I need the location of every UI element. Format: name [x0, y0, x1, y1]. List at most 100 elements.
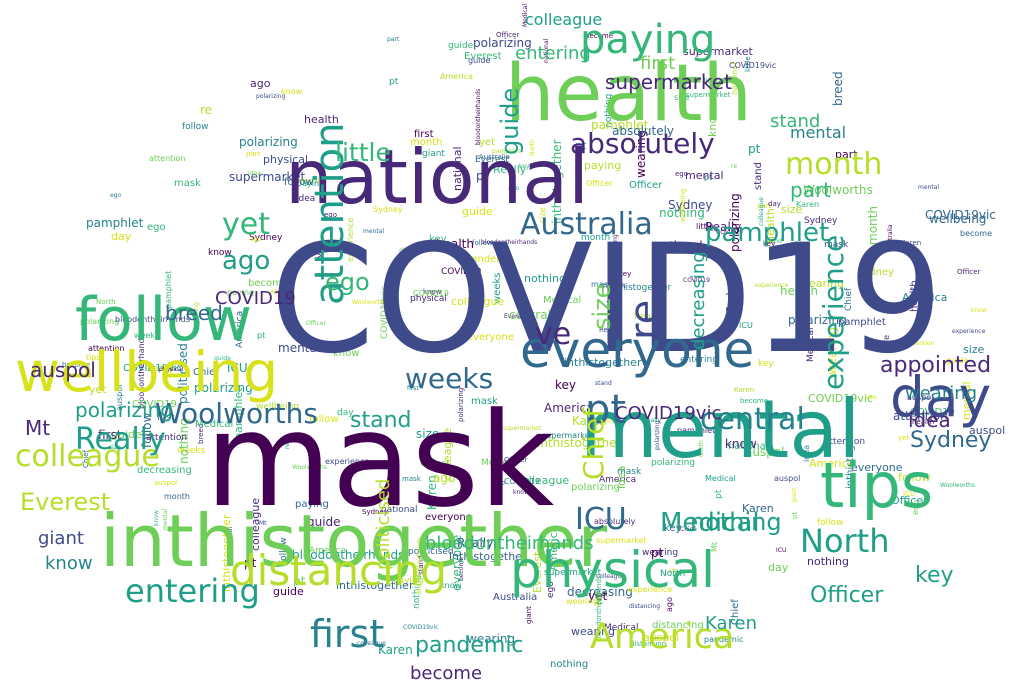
cloud-word-stand-42: stand [350, 408, 412, 433]
filler-word-tips-169: tips [86, 353, 101, 362]
filler-word-icu-91: ICU [903, 490, 916, 498]
cloud-word-ego-54: ego [325, 268, 370, 296]
filler-word-month-31: month [581, 233, 611, 243]
filler-word-covid19-55: COVID19 [683, 277, 710, 284]
filler-word-pamphlet-270: pamphlet [838, 317, 886, 328]
filler-word-first-307: first [98, 428, 122, 442]
filler-word-everest-175: Everest [504, 313, 527, 320]
filler-word-polarizing-19: polarizing [651, 458, 696, 468]
filler-word-supermarket-264: supermarket [544, 568, 602, 578]
filler-word-giant-58: giant [525, 606, 533, 624]
filler-word-pamphlet-334: pamphlet [677, 426, 716, 435]
filler-word-know-144: know [208, 248, 232, 258]
filler-word-colleague-75: colleague [451, 295, 505, 308]
filler-word-sydney-23: Sydney [804, 216, 838, 226]
filler-word-nothing-146: nothing [524, 272, 566, 285]
filler-word-covid19-292: COVID19 [132, 399, 177, 410]
filler-word-officer-275: Officer [306, 320, 326, 327]
filler-word-mask-285: mask [174, 178, 201, 189]
filler-word-officer-120: Officer [957, 268, 981, 276]
cloud-word-mt-48: Mt [25, 416, 51, 440]
filler-word-north-210: North [96, 298, 116, 306]
filler-word-colleague-18: colleague [596, 573, 625, 580]
filler-word-mental-73: mental [363, 228, 385, 235]
filler-word-north-266: North [660, 569, 686, 579]
cloud-word-breed-55: breed [165, 301, 223, 325]
cloud-word-bloodontheirhands-47: bloodontheirhands [425, 533, 594, 554]
cloud-word-health-2: health [505, 49, 752, 139]
filler-word-key-177: key [519, 163, 530, 170]
cloud-word-first-70: first [640, 53, 676, 74]
cloud-word-ago-39: ago [222, 246, 271, 276]
filler-word-politicised-63: politicised [408, 547, 454, 557]
filler-word-size-70: size [963, 343, 985, 356]
filler-word-giant-330: giant [791, 487, 798, 503]
filler-word-covid19-216: COVID19 [716, 229, 743, 236]
cloud-word-stand-66: stand [770, 111, 821, 132]
filler-word-icu-311: ICU [227, 361, 248, 375]
filler-word-polarizing-329: polarizing [80, 317, 120, 326]
filler-word-stand-53: stand [595, 380, 612, 387]
cloud-word-first-25: first [310, 612, 385, 656]
cloud-word-become-61: become [410, 663, 483, 684]
cloud-word-distancing-12: distancing [230, 546, 448, 595]
filler-word-medical-213: Medical [705, 474, 736, 483]
filler-word-karen-100: Karen [796, 200, 820, 209]
filler-word-karen-337: Karen [378, 643, 413, 657]
filler-word-pt-208: pt [651, 546, 664, 560]
filler-word-pandemic-90: pandemic [704, 635, 744, 644]
filler-word-mask-260: mask [591, 280, 613, 289]
filler-word-pt-215: pt [293, 574, 306, 588]
filler-word-covid19vic-22: COVID19vic [123, 363, 183, 374]
cloud-word-sydney-31: Sydney [910, 428, 992, 453]
filler-word-colleague-59: colleague [357, 640, 386, 647]
cloud-word-officer-35: Officer [810, 583, 884, 608]
filler-word-everyone-92: everyone [467, 332, 514, 343]
filler-word-central-205: central [509, 308, 551, 322]
filler-word-auspol-89: auspol [969, 424, 1006, 437]
filler-word-karen-83: Karen [901, 239, 922, 247]
filler-word-know-249: know [281, 87, 303, 96]
cloud-word-size-51: size [588, 283, 616, 330]
filler-word-health-43: health [780, 284, 818, 298]
filler-word-officer-107: Officer [504, 456, 528, 464]
filler-word-officer-230: Officer [586, 179, 613, 188]
filler-word-attention-259: attention [88, 344, 125, 353]
filler-word-month-226: month [164, 492, 190, 501]
cloud-word-re-50: re [622, 299, 668, 340]
filler-word-pt-51: pt [791, 511, 799, 519]
filler-word-wellbeing-26: wellbeing [929, 212, 987, 226]
filler-word-sydney-12: Sydney [668, 198, 713, 212]
filler-word-mental-117: mental [685, 169, 724, 182]
filler-word-ago-135: ago [508, 185, 520, 192]
filler-word-really-145: Really [493, 163, 527, 176]
filler-word-guide-96: guide [111, 428, 142, 441]
filler-word-everyone-172: everyone [425, 512, 472, 523]
filler-word-first-138: first [414, 129, 434, 140]
filler-word-officer-104: Officer [496, 31, 520, 39]
cloud-word-really-20: Really [75, 422, 166, 457]
filler-word-physical-166: physical [410, 294, 447, 304]
filler-word-really-193: Really [705, 220, 742, 234]
cloud-word-idea-56: idea [908, 408, 951, 432]
filler-word-physical-221: physical [263, 153, 309, 166]
filler-word-experience-227: experience [755, 282, 789, 289]
filler-word-karen-308: Karen [742, 502, 774, 515]
filler-word-nothing-302: nothing [550, 659, 589, 670]
filler-word-supermarket-27: supermarket [229, 170, 306, 184]
filler-word-chief-35: Chief [602, 418, 618, 425]
filler-word-stand-220: stand [765, 238, 782, 245]
filler-word-bloodontheirhands-298: bloodontheirhands [481, 239, 538, 246]
filler-word-polarizing-9: polarizing [256, 93, 286, 100]
filler-word-absolutely-150: absolutely [594, 517, 636, 526]
filler-word-follow-320: follow [309, 414, 339, 425]
filler-word-covid19-156: COVID19 [441, 267, 482, 277]
filler-word-chief-251: Chief [680, 526, 696, 533]
filler-word-become-101: become [740, 397, 769, 405]
filler-word-wellbeing-295: wellbeing [256, 402, 300, 412]
filler-word-know-333: know [971, 307, 987, 314]
filler-word-follow-211: follow [817, 518, 844, 528]
filler-word-sydney-202: Sydney [857, 267, 895, 278]
cloud-word-icu-33: ICU [575, 502, 627, 537]
filler-word-really-62: Really [147, 364, 175, 374]
